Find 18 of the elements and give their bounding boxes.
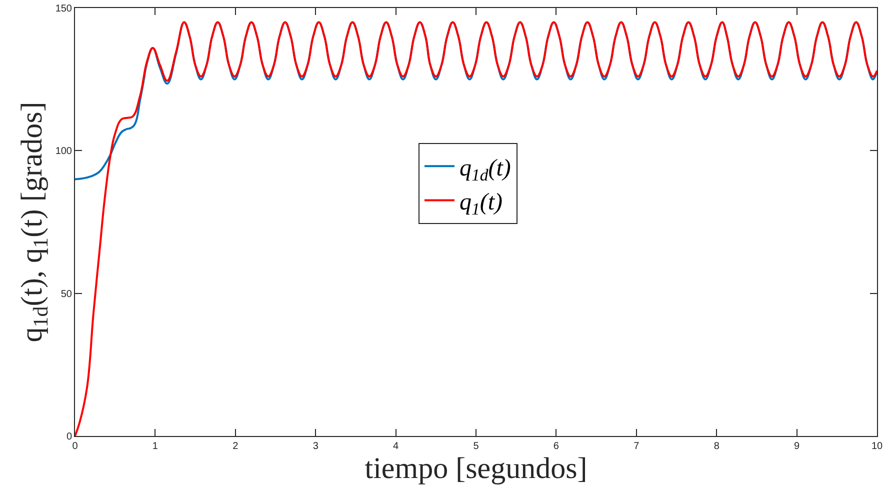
x-tick-label: 3	[312, 441, 319, 452]
legend-label: q$_{1}$(t)	[459, 190, 503, 219]
x-tick-label: 9	[794, 441, 800, 452]
y-tick-label: 50	[60, 288, 72, 300]
y-tick-label: 0	[66, 432, 72, 442]
x-tick-label: 1	[152, 441, 158, 452]
x-tick-label: 5	[473, 441, 480, 452]
x-tick-label: 2	[232, 441, 239, 452]
x-tick-label: 10	[871, 441, 883, 452]
x-axis-title: tiempo [segundos]	[364, 452, 588, 485]
line-series	[75, 21, 877, 436]
y-tick-label: 100	[55, 146, 72, 158]
x-tick-label: 7	[634, 441, 640, 452]
x-tick-label: 4	[393, 441, 400, 452]
legend-label: q$_{1d}$(t)	[459, 155, 511, 184]
y-tick-label: 150	[55, 4, 72, 14]
x-tick-label: 6	[553, 441, 560, 452]
x-tick-label: 8	[714, 441, 720, 452]
